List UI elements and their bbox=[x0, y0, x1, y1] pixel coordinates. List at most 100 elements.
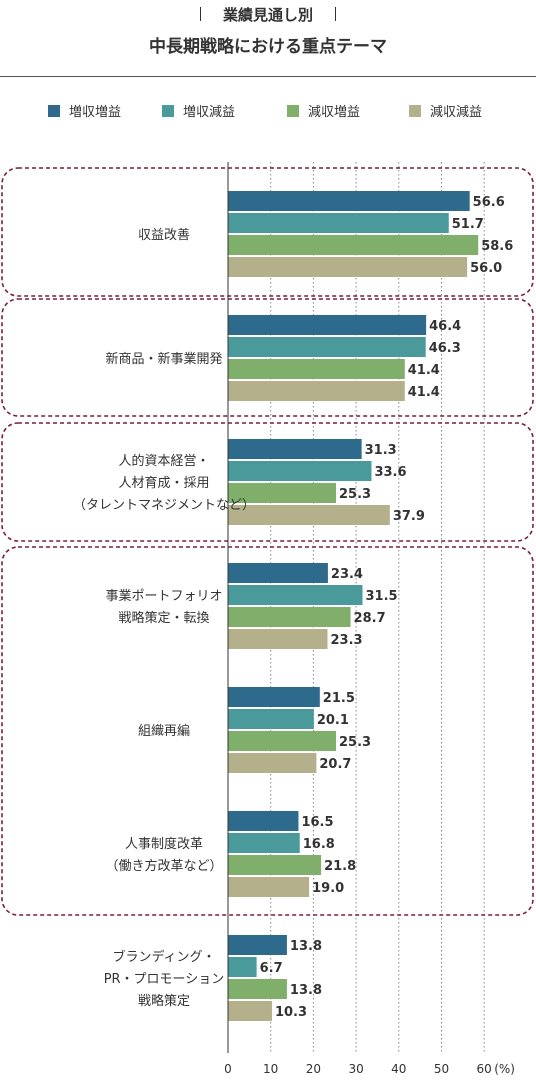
bar bbox=[228, 753, 317, 773]
chart-legend: 増収増益 増収減益 減収増益 減収減益 bbox=[0, 104, 536, 122]
category-label: 人的資本経営・ bbox=[118, 453, 209, 469]
bar-value-label: 28.7 bbox=[354, 611, 386, 626]
bar bbox=[228, 957, 257, 977]
legend-item-1: 増収増益 bbox=[48, 104, 121, 122]
category-label: （タレントマネジメントなど） bbox=[73, 498, 255, 513]
bar-value-label: 56.6 bbox=[473, 195, 505, 210]
x-tick-label: 30 bbox=[348, 1062, 363, 1076]
category-label: 組織再編 bbox=[138, 723, 190, 739]
legend-swatch-1 bbox=[48, 105, 60, 117]
category-label: 新商品・新事業開発 bbox=[105, 351, 222, 367]
category-label: PR・プロモーション bbox=[104, 972, 225, 987]
legend-label-1: 増収増益 bbox=[69, 105, 122, 120]
bar bbox=[228, 191, 470, 211]
bar-value-label: 21.8 bbox=[324, 859, 356, 874]
bar bbox=[228, 257, 468, 277]
bar bbox=[228, 687, 320, 707]
chart-title: 中長期戦略における重点テーマ bbox=[149, 37, 387, 57]
bar-value-label: 31.3 bbox=[365, 443, 397, 458]
category-label: 人事制度改革 bbox=[125, 836, 203, 852]
bar bbox=[228, 337, 426, 357]
bar bbox=[228, 811, 299, 831]
legend-swatch-3 bbox=[287, 105, 299, 117]
bar-value-label: 25.3 bbox=[339, 735, 371, 750]
bar-value-label: 20.1 bbox=[317, 713, 349, 728]
category-label: 人材育成・採用 bbox=[118, 475, 209, 491]
bar bbox=[228, 709, 314, 729]
subtitle-right-bar bbox=[335, 7, 336, 21]
bar-value-label: 23.4 bbox=[331, 567, 363, 582]
chart-header: 業績見通し別 中長期戦略における重点テーマ bbox=[0, 0, 536, 59]
legend-item-4: 減収減益 bbox=[409, 104, 482, 122]
chart-subtitle-line: 業績見通し別 bbox=[0, 4, 536, 26]
bar bbox=[228, 381, 405, 401]
category-label: （働き方改革など） bbox=[105, 858, 222, 874]
category-label: 事業ポートフォリオ bbox=[105, 588, 222, 604]
bar-value-label: 23.3 bbox=[330, 633, 362, 648]
legend-swatch-4 bbox=[409, 105, 421, 117]
bar-value-label: 46.4 bbox=[429, 319, 461, 334]
header-divider bbox=[0, 76, 536, 77]
bar-value-label: 41.4 bbox=[408, 385, 440, 400]
bar-value-label: 20.7 bbox=[319, 757, 351, 772]
legend-label-2: 増収減益 bbox=[183, 105, 236, 120]
bar-value-label: 21.5 bbox=[323, 691, 355, 706]
bar-value-label: 31.5 bbox=[366, 589, 398, 604]
legend-swatch-2 bbox=[162, 105, 174, 117]
bar-value-label: 46.3 bbox=[429, 341, 461, 356]
x-tick-label: 40 bbox=[391, 1062, 406, 1076]
bar-value-label: 16.5 bbox=[301, 815, 333, 830]
legend-label-4: 減収減益 bbox=[430, 105, 483, 120]
legend-item-3: 減収増益 bbox=[287, 104, 360, 122]
bar bbox=[228, 461, 372, 481]
bar bbox=[228, 979, 287, 999]
highlight-group-border bbox=[1, 422, 534, 542]
bar-value-label: 10.3 bbox=[275, 1005, 307, 1020]
bar-value-label: 37.9 bbox=[393, 509, 425, 524]
bar bbox=[228, 213, 449, 233]
bar-value-label: 13.8 bbox=[290, 939, 322, 954]
bar-value-label: 56.0 bbox=[470, 261, 502, 276]
category-label: 戦略策定・転換 bbox=[118, 610, 209, 626]
bar bbox=[228, 359, 405, 379]
bar bbox=[228, 235, 479, 255]
x-tick-label: 0 bbox=[224, 1062, 232, 1076]
x-axis-unit: (%) bbox=[494, 1062, 515, 1076]
bar bbox=[228, 629, 328, 649]
bar bbox=[228, 1001, 272, 1021]
category-label: 戦略策定 bbox=[138, 993, 190, 1009]
bar bbox=[228, 505, 390, 525]
bar bbox=[228, 585, 363, 605]
x-tick-label: 10 bbox=[263, 1062, 278, 1076]
x-tick-label: 50 bbox=[434, 1062, 449, 1076]
bar-value-label: 6.7 bbox=[260, 961, 283, 976]
bar bbox=[228, 731, 337, 751]
x-tick-label: 60 bbox=[477, 1062, 492, 1076]
highlight-group-border bbox=[1, 546, 534, 916]
bar-value-label: 51.7 bbox=[452, 217, 484, 232]
bar-value-label: 41.4 bbox=[408, 363, 440, 378]
bar bbox=[228, 855, 322, 875]
bar bbox=[228, 607, 351, 627]
bar-value-label: 13.8 bbox=[290, 983, 322, 998]
x-tick-label: 20 bbox=[306, 1062, 321, 1076]
legend-item-2: 増収減益 bbox=[162, 104, 235, 122]
bar-value-label: 16.8 bbox=[303, 837, 335, 852]
highlight-group-border bbox=[1, 298, 534, 417]
bar bbox=[228, 877, 310, 897]
bar bbox=[228, 935, 287, 955]
subtitle-left-bar bbox=[199, 7, 201, 21]
category-label: 収益改善 bbox=[138, 227, 190, 243]
legend-label-3: 減収増益 bbox=[308, 105, 361, 120]
bar-value-label: 58.6 bbox=[481, 239, 513, 254]
bar bbox=[228, 439, 362, 459]
bar-value-label: 33.6 bbox=[374, 465, 406, 480]
bar-value-label: 19.0 bbox=[312, 881, 344, 896]
bar bbox=[228, 563, 328, 583]
chart-subtitle: 業績見通し別 bbox=[222, 6, 313, 24]
category-label: ブランディング・ bbox=[112, 949, 215, 965]
bar bbox=[228, 483, 337, 503]
bar bbox=[228, 315, 427, 335]
bar-value-label: 25.3 bbox=[339, 487, 371, 502]
